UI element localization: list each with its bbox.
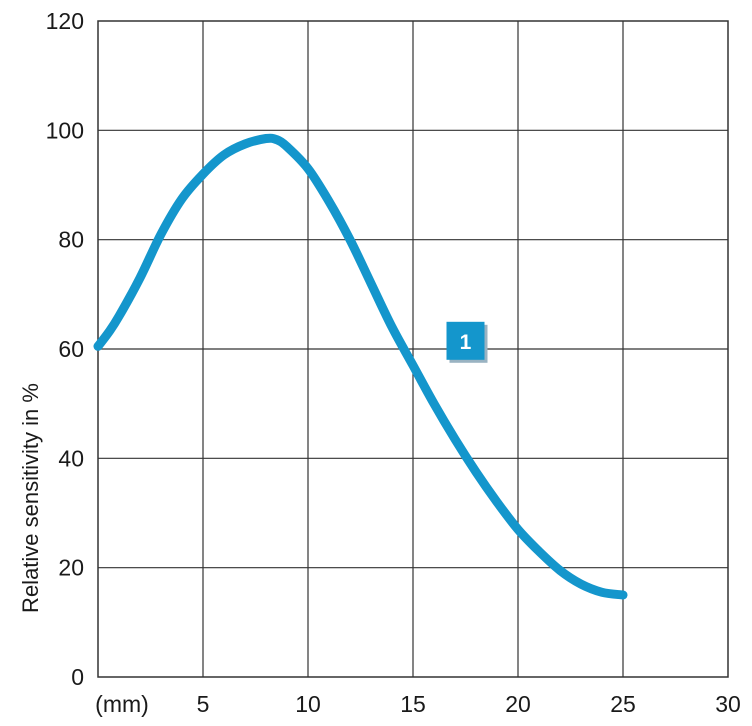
y-tick-labels: 0 20 40 60 80 100 120 bbox=[46, 8, 84, 690]
series-marker-box-fill bbox=[446, 321, 485, 360]
x-tick-label-25: 25 bbox=[610, 691, 636, 717]
y-tick-label-20: 20 bbox=[58, 555, 84, 581]
y-axis-title: Relative sensitivity in % bbox=[18, 383, 43, 613]
y-tick-label-0: 0 bbox=[71, 664, 84, 690]
x-tick-labels: 5 10 15 20 25 30 bbox=[197, 691, 741, 717]
x-tick-label-20: 20 bbox=[505, 691, 531, 717]
y-tick-label-40: 40 bbox=[58, 445, 84, 471]
grid bbox=[98, 21, 728, 677]
y-tick-label-80: 80 bbox=[58, 227, 84, 253]
series-line-1 bbox=[93, 133, 628, 600]
series-marker-label: 1 bbox=[460, 331, 472, 354]
y-tick-label-100: 100 bbox=[46, 117, 84, 143]
y-tick-label-60: 60 bbox=[58, 336, 84, 362]
series bbox=[93, 133, 628, 600]
x-tick-label-10: 10 bbox=[295, 691, 321, 717]
y-tick-label-120: 120 bbox=[46, 8, 84, 34]
series-marker-1: 1 bbox=[446, 321, 488, 363]
x-unit-label: (mm) bbox=[95, 691, 149, 717]
x-tick-label-5: 5 bbox=[197, 691, 210, 717]
x-tick-label-15: 15 bbox=[400, 691, 426, 717]
x-tick-label-30: 30 bbox=[715, 691, 741, 717]
